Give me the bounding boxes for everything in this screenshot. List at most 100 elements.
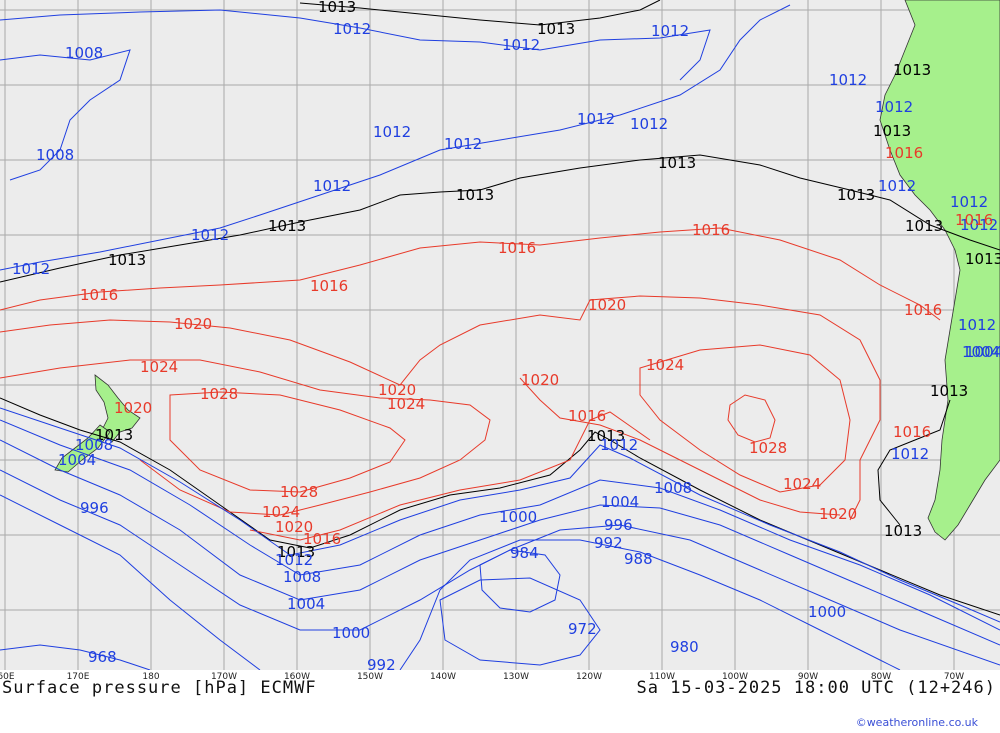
label-1013: 1013 — [95, 426, 133, 444]
label-1024: 1024 — [646, 356, 684, 374]
label-992: 992 — [594, 534, 623, 552]
label-1004: 1004 — [287, 595, 325, 613]
longitude-axis: 60E 170E 180 170W 160W 150W 140W 130W 12… — [0, 672, 1000, 686]
isobar-labels: 1013 1013 1013 1013 1013 1013 1013 1013 … — [12, 0, 1000, 670]
label-1016: 1016 — [955, 211, 993, 229]
lon-label: 140W — [429, 672, 457, 682]
isobar-1024 — [0, 359, 491, 516]
label-1012: 1012 — [191, 226, 229, 244]
south-america-land — [879, 0, 1000, 541]
isobar-1004 — [0, 439, 1000, 646]
label-1013: 1013 — [658, 154, 696, 172]
lon-label: 130W — [502, 672, 530, 682]
label-1008: 1008 — [283, 568, 321, 586]
label-1028: 1028 — [749, 439, 787, 457]
label-1012: 1012 — [651, 22, 689, 40]
label-1004: 1004 — [601, 493, 639, 511]
label-1012: 1012 — [275, 551, 313, 569]
label-1013: 1013 — [456, 186, 494, 204]
isobar-1013-top — [299, 0, 661, 26]
label-1016: 1016 — [498, 239, 536, 257]
label-1024: 1024 — [140, 358, 178, 376]
isobar-984-low — [479, 549, 561, 613]
isobar-1020 — [0, 295, 881, 521]
label-1000: 1000 — [499, 508, 537, 526]
label-1012: 1012 — [960, 216, 998, 234]
label-1004: 1004 — [965, 343, 1000, 361]
label-1013: 1013 — [965, 250, 1000, 268]
lon-label: 150W — [356, 672, 384, 682]
label-1012: 1012 — [333, 20, 371, 38]
isobar-996 — [0, 494, 261, 670]
new-zealand-north-island — [94, 374, 141, 443]
label-1012: 1012 — [630, 115, 668, 133]
label-1013: 1013 — [905, 217, 943, 235]
label-1013: 1013 — [537, 20, 575, 38]
label-1008: 1008 — [75, 436, 113, 454]
forecast-datetime: Sa 15-03-2025 18:00 UTC (12+246) — [636, 678, 996, 698]
label-1012: 1012 — [958, 316, 996, 334]
label-1013: 1013 — [277, 543, 315, 561]
isobar-992 — [399, 539, 901, 670]
label-992: 992 — [367, 656, 396, 670]
isobar-1028-west — [169, 391, 406, 493]
label-1016: 1016 — [904, 301, 942, 319]
label-996: 996 — [604, 516, 633, 534]
label-1013: 1013 — [318, 0, 356, 16]
label-1012: 1012 — [577, 110, 615, 128]
label-1024: 1024 — [783, 475, 821, 493]
surface-pressure-map: 1013 1013 1013 1013 1013 1013 1013 1013 … — [0, 0, 1000, 670]
label-1016: 1016 — [692, 221, 730, 239]
lon-label: 120W — [575, 672, 603, 682]
label-1024: 1024 — [262, 503, 300, 521]
isobar-1008-south — [0, 419, 1000, 631]
label-1012: 1012 — [502, 36, 540, 54]
label-1013: 1013 — [108, 251, 146, 269]
lon-label: 90W — [797, 672, 819, 682]
label-1020: 1020 — [114, 399, 152, 417]
label-1020: 1020 — [588, 296, 626, 314]
lon-label: 170E — [66, 672, 90, 682]
label-1013: 1013 — [884, 522, 922, 540]
isobar-1016 — [0, 227, 941, 321]
label-1012: 1012 — [373, 123, 411, 141]
isobar-1020-southeast — [519, 377, 841, 516]
label-1028: 1028 — [200, 385, 238, 403]
label-1016: 1016 — [893, 423, 931, 441]
lon-label: 170W — [210, 672, 238, 682]
isobars — [0, 0, 1000, 670]
label-1012: 1012 — [891, 445, 929, 463]
lon-label: 110W — [648, 672, 676, 682]
label-1020: 1020 — [819, 505, 857, 523]
land — [54, 0, 1000, 541]
isobar-1013-north — [0, 154, 1000, 283]
label-996: 996 — [80, 499, 109, 517]
isobar-968 — [0, 644, 151, 670]
label-1020: 1020 — [174, 315, 212, 333]
label-1012: 1012 — [950, 193, 988, 211]
label-1012: 1012 — [12, 260, 50, 278]
label-1020: 1020 — [521, 371, 559, 389]
label-1016: 1016 — [885, 144, 923, 162]
label-1012: 1012 — [875, 98, 913, 116]
label-1000: 1000 — [332, 624, 370, 642]
label-1008: 1008 — [65, 44, 103, 62]
isobar-1008-north — [0, 49, 131, 181]
lon-label: 100W — [721, 672, 749, 682]
label-1013: 1013 — [837, 186, 875, 204]
label-1013: 1013 — [930, 382, 968, 400]
lon-label: 70W — [943, 672, 965, 682]
label-1013: 1013 — [268, 217, 306, 235]
credit-link[interactable]: ©weatheronline.co.uk — [855, 716, 978, 729]
label-968: 968 — [88, 648, 117, 666]
label-972: 972 — [568, 620, 597, 638]
ocean-background — [0, 0, 1000, 670]
chart-title: Surface pressure [hPa] ECMWF — [2, 678, 317, 698]
lon-label: 80W — [870, 672, 892, 682]
label-1000: 1000 — [808, 603, 846, 621]
lon-label: 180 — [142, 672, 160, 682]
label-1004: 1004 — [58, 451, 96, 469]
label-988: 988 — [624, 550, 653, 568]
label-1016: 1016 — [303, 530, 341, 548]
label-980: 980 — [670, 638, 699, 656]
